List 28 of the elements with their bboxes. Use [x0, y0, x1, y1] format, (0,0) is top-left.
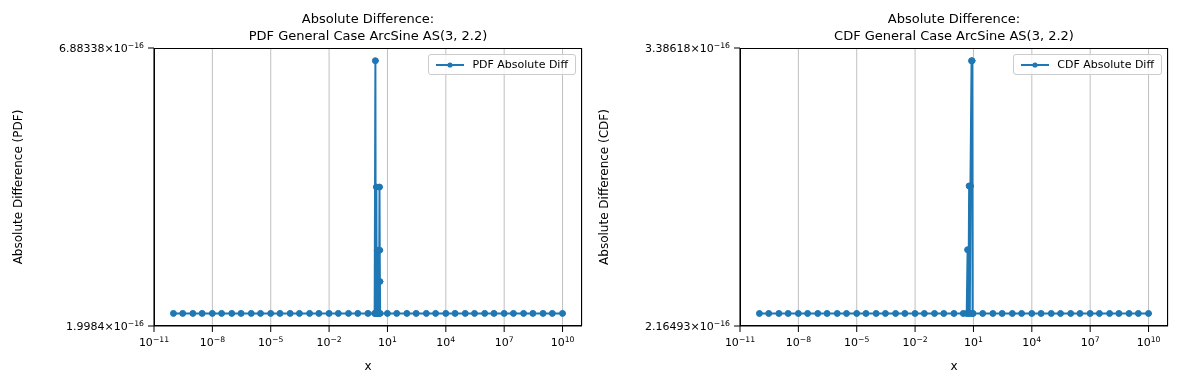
- x-tick-label: 10$^{−5}$: [258, 334, 284, 349]
- legend-label: CDF Absolute Diff: [1057, 58, 1154, 71]
- x-axis-title: x: [950, 359, 958, 373]
- x-tick-label: 10$^{−8}$: [785, 334, 812, 349]
- legend-label: PDF Absolute Diff: [472, 58, 568, 71]
- x-tick-label: 10$^{7}$: [1080, 334, 1100, 349]
- y-tick-label: 6.88338×10$^{−16}$: [59, 40, 145, 55]
- y-axis-title: Absolute Difference (PDF): [11, 109, 26, 265]
- y-tick-label: 2.16493×10$^{−16}$: [645, 318, 731, 333]
- chart-title: Absolute Difference: PDF General Case ArcSine AS(3, 2.2): [247, 10, 489, 44]
- x-tick-label: 10$^{−5}$: [844, 334, 870, 349]
- x-tick-label: 10$^{10}$: [550, 334, 575, 349]
- y-tick-label: 3.38618×10$^{−16}$: [645, 40, 731, 55]
- x-tick-label: 10$^{−8}$: [199, 334, 226, 349]
- x-tick-label: 10$^{1}$: [378, 334, 397, 349]
- x-tick-label: 10$^{−11}$: [724, 334, 756, 349]
- x-tick-label: 10$^{−11}$: [138, 334, 170, 349]
- x-tick-label: 10$^{7}$: [494, 334, 514, 349]
- x-tick-label: 10$^{−2}$: [902, 334, 928, 349]
- x-axis-title: x: [364, 359, 372, 373]
- x-tick-label: 10$^{4}$: [436, 334, 456, 349]
- x-tick-label: 10$^{4}$: [1022, 334, 1042, 349]
- x-tick-label: 10$^{1}$: [964, 334, 983, 349]
- y-tick-label: 1.9984×10$^{−16}$: [66, 318, 145, 333]
- y-axis-title: Absolute Difference (CDF): [597, 109, 612, 265]
- x-tick-label: 10$^{−2}$: [316, 334, 342, 349]
- x-tick-label: 10$^{10}$: [1136, 334, 1161, 349]
- chart-title: Absolute Difference: CDF General Case ArcSine AS(3, 2.2): [833, 10, 1075, 44]
